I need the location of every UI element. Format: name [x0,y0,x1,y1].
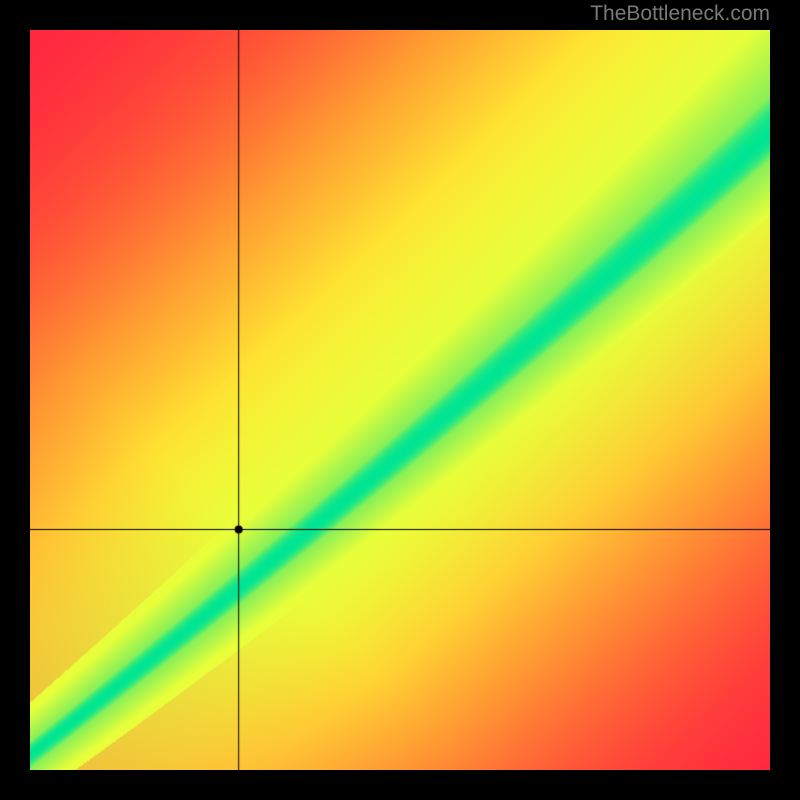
heatmap-canvas [30,30,770,770]
bottleneck-heatmap [30,30,770,770]
watermark-text: TheBottleneck.com [590,2,770,26]
